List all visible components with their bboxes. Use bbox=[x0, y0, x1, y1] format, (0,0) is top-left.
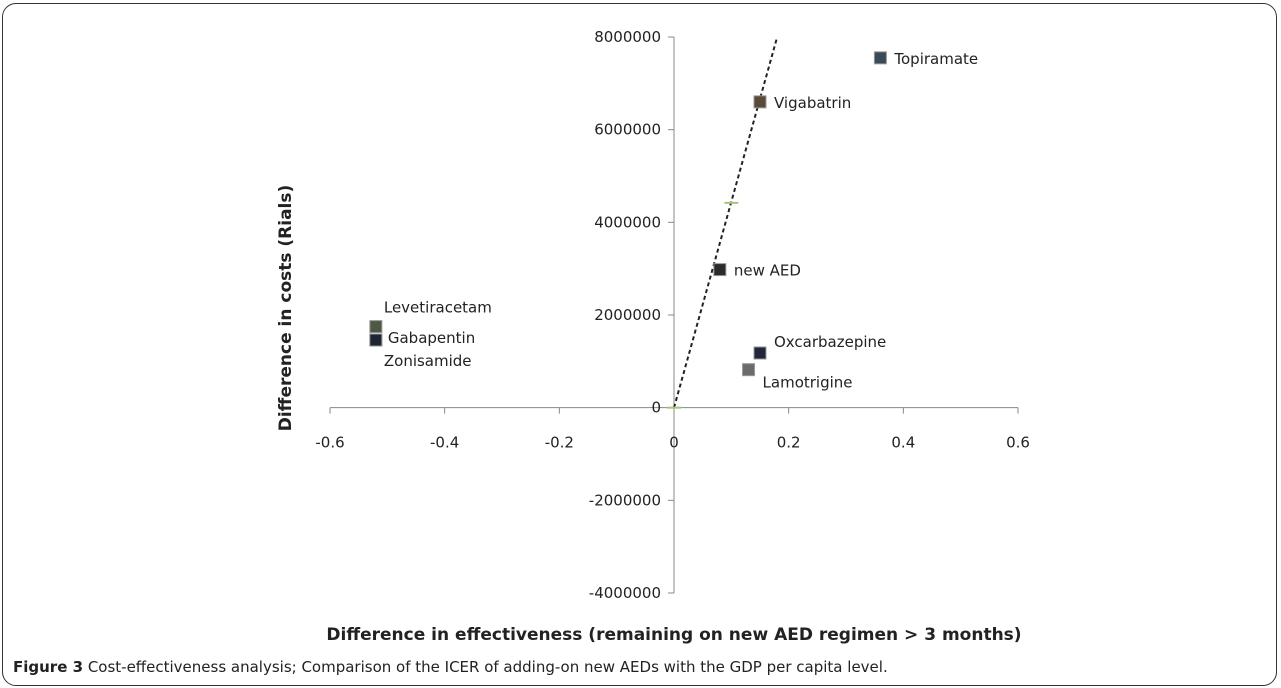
point-marker-zonisamide bbox=[369, 333, 383, 347]
x-tick-label: 0.2 bbox=[777, 434, 801, 452]
point-label-topiramate: Topiramate bbox=[893, 50, 978, 68]
x-tick-label: 0 bbox=[669, 434, 679, 452]
data-points bbox=[369, 51, 887, 377]
point-label-levetiracetam: Levetiracetam bbox=[384, 299, 492, 317]
y-axis-title: Difference in costs (Rials) bbox=[276, 185, 296, 432]
caption-text: Cost-effectiveness analysis; Comparison … bbox=[83, 658, 888, 676]
point-marker-topiramate bbox=[873, 51, 887, 65]
point-label-lamotrigine: Lamotrigine bbox=[763, 374, 853, 392]
x-tick-label: -0.4 bbox=[430, 434, 459, 452]
threshold-line-group bbox=[667, 36, 779, 409]
point-label-zonisamide: Zonisamide bbox=[384, 352, 472, 370]
y-tick-label: -4000000 bbox=[589, 584, 661, 602]
point-label-oxcarbazepine: Oxcarbazepine bbox=[774, 333, 886, 351]
y-tick-label: 4000000 bbox=[594, 213, 661, 231]
point-label-vigabatrin: Vigabatrin bbox=[774, 94, 851, 112]
point-marker-oxcarbazepine bbox=[753, 346, 767, 360]
cost-effectiveness-chart: -0.6 -0.4 -0.2 0 0.2 0.4 0.6 8000000 6000000 400… bbox=[276, 28, 1030, 645]
x-tick-label: -0.2 bbox=[545, 434, 574, 452]
point-marker-new-aed bbox=[713, 263, 727, 277]
caption-label: Figure 3 bbox=[13, 658, 84, 676]
x-tick-label: 0.6 bbox=[1006, 434, 1030, 452]
point-labels: Topiramate Vigabatrin new AED Levetiracetam… bbox=[384, 50, 978, 392]
y-tick-label: 6000000 bbox=[594, 121, 661, 139]
point-marker-vigabatrin bbox=[753, 95, 767, 109]
x-tick-labels: -0.6 -0.4 -0.2 0 0.2 0.4 0.6 bbox=[315, 434, 1030, 452]
y-tick-label: 0 bbox=[651, 399, 661, 417]
figure-caption: Figure 3 Cost-effectiveness analysis; Co… bbox=[13, 658, 1263, 676]
point-marker-levetiracetam bbox=[369, 320, 383, 334]
point-label-gabapentin: Gabapentin bbox=[388, 329, 475, 347]
point-label-new-aed: new AED bbox=[734, 262, 801, 280]
y-tick-label: 2000000 bbox=[594, 306, 661, 324]
x-tick-label: -0.6 bbox=[315, 434, 344, 452]
threshold-line bbox=[673, 36, 779, 408]
y-tick-label: -2000000 bbox=[589, 491, 661, 509]
y-tick-label: 8000000 bbox=[594, 28, 661, 46]
point-marker-lamotrigine bbox=[742, 363, 756, 377]
y-tick-labels: 8000000 6000000 4000000 2000000 0 -2000000 -40… bbox=[589, 28, 661, 602]
figure-frame bbox=[2, 3, 1277, 686]
x-tick-label: 0.4 bbox=[891, 434, 915, 452]
x-axis-title: Difference in effectiveness (remaining o… bbox=[326, 625, 1021, 645]
